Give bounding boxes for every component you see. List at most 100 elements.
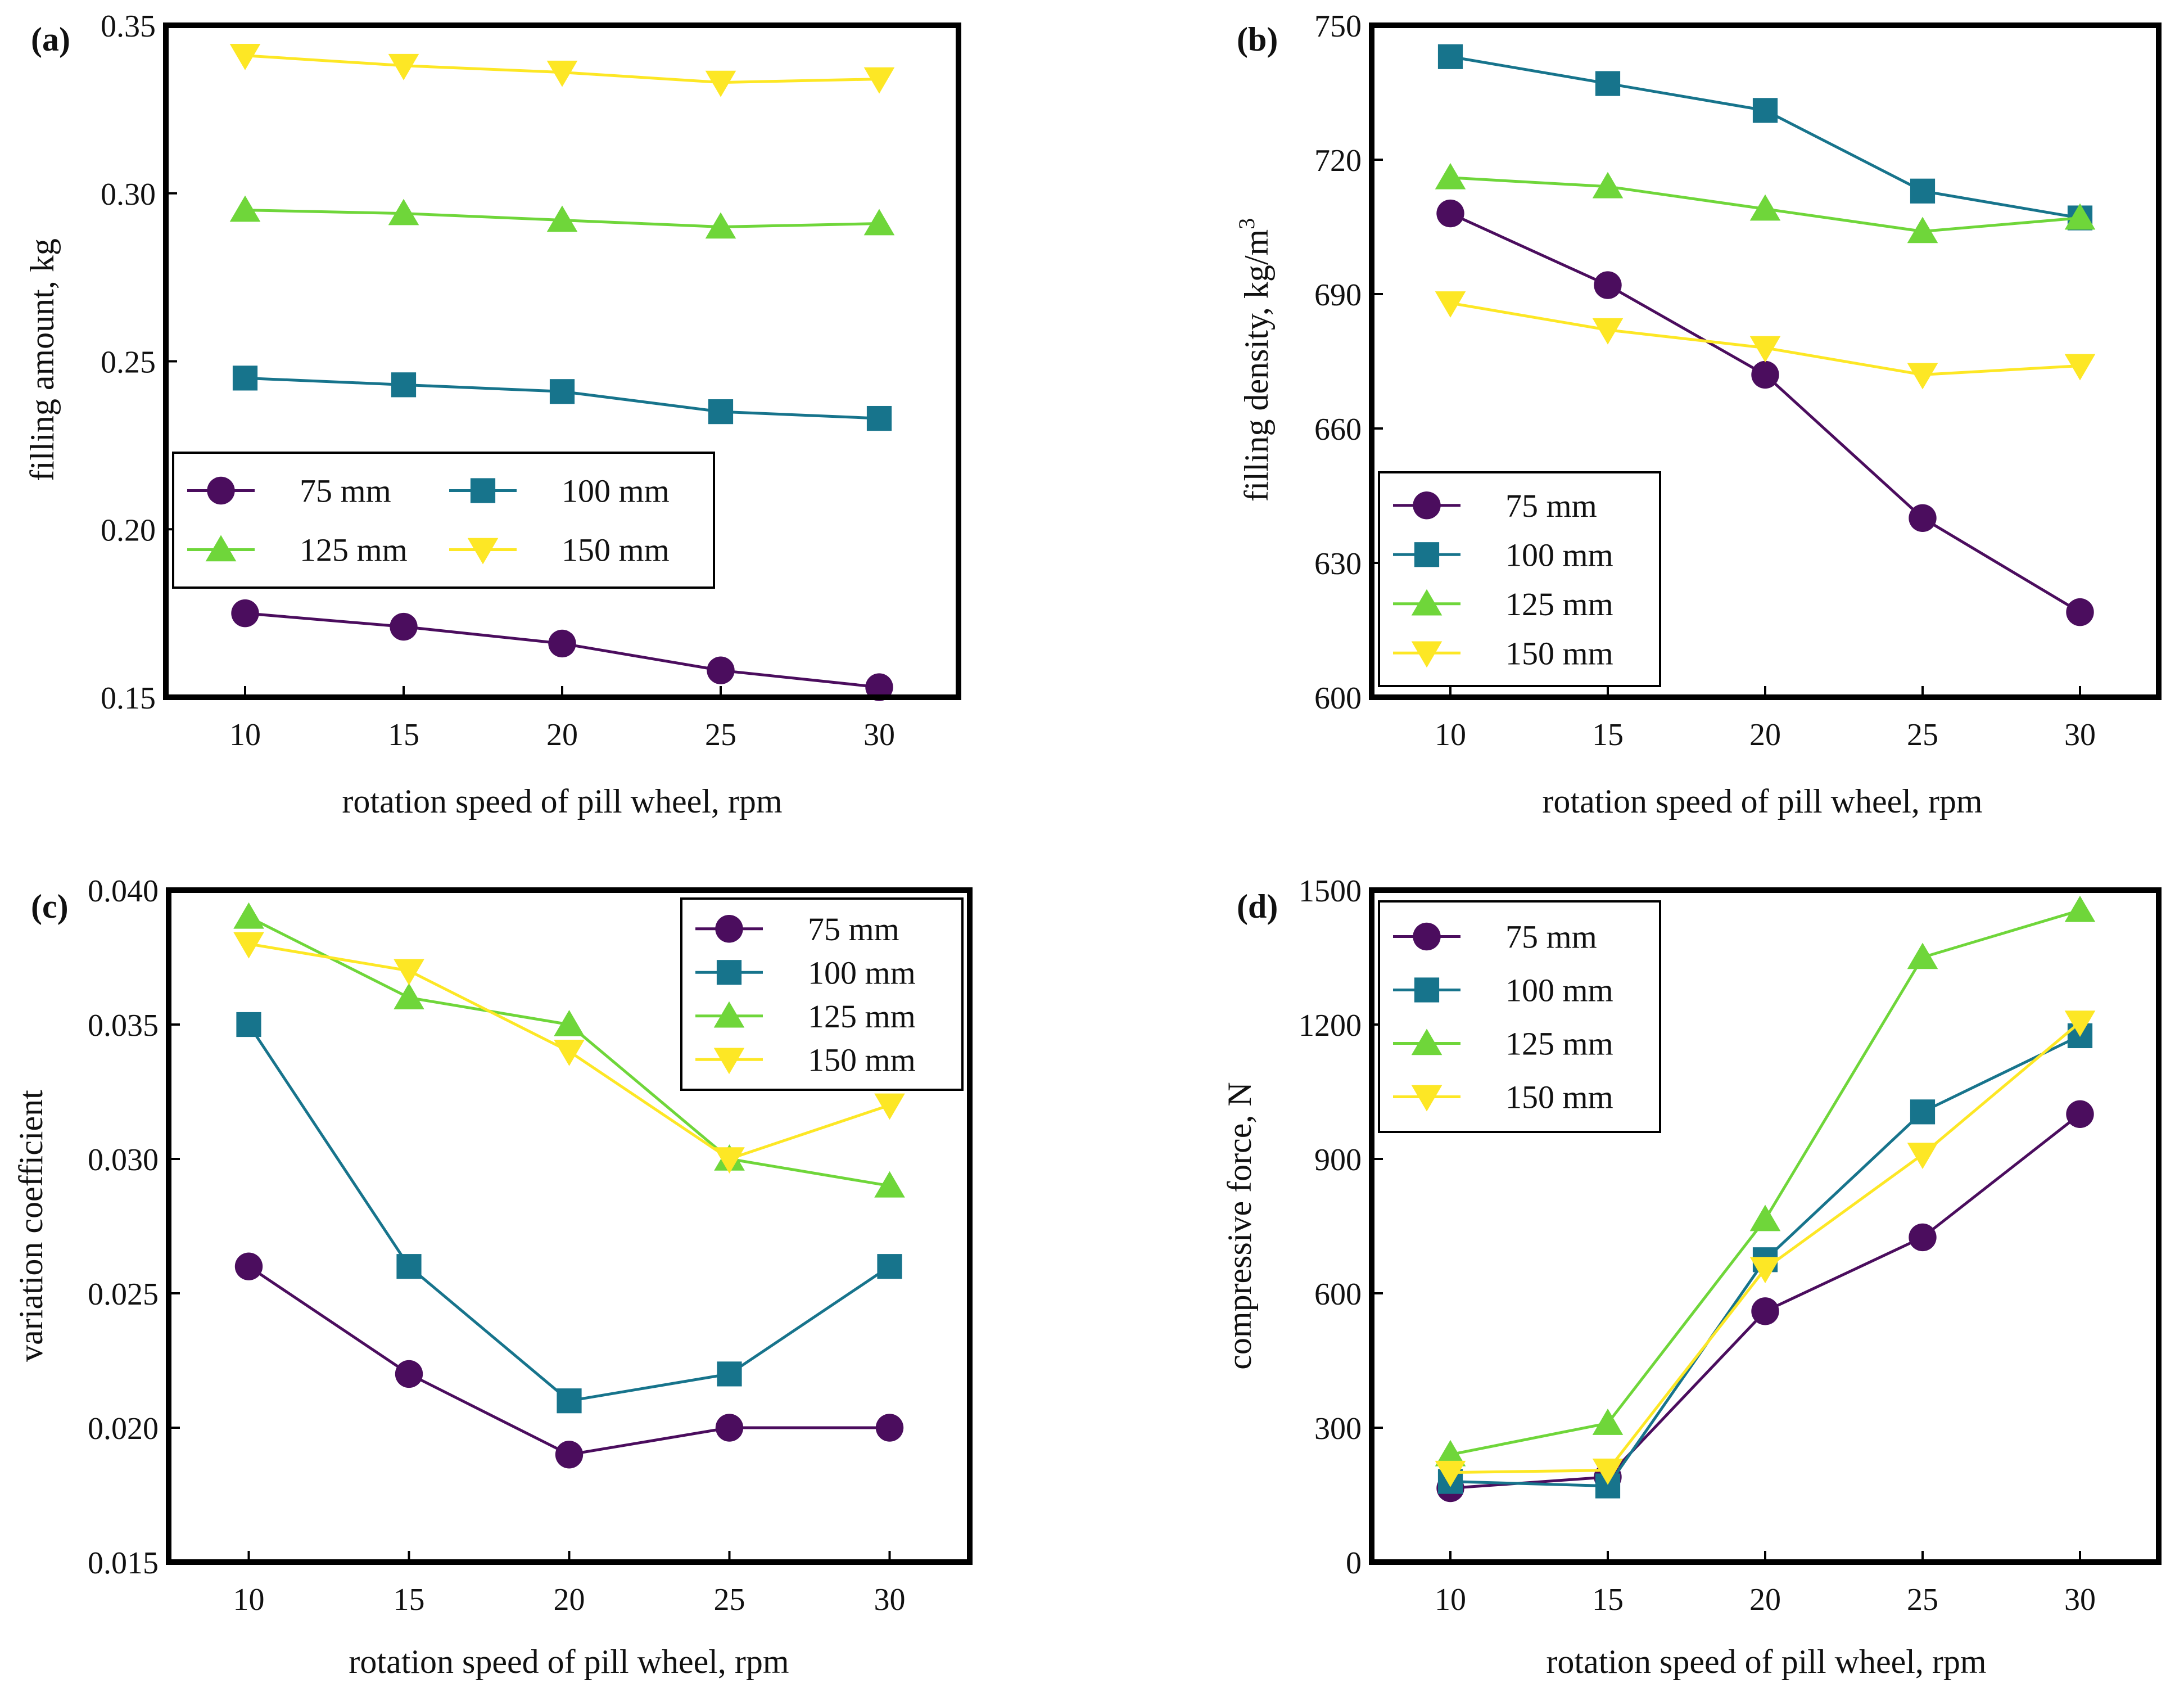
data-point: [557, 1388, 582, 1414]
y-tick-label: 660: [1314, 412, 1362, 447]
data-point: [865, 673, 893, 701]
x-tick-label: 15: [1592, 718, 1624, 752]
data-point: [548, 629, 576, 658]
y-axis-label: compressive force, N: [1221, 1082, 1258, 1369]
panel-label: (c): [31, 888, 69, 925]
y-tick-label: 0.035: [88, 1008, 159, 1043]
data-point: [234, 1252, 263, 1280]
legend-marker: [1411, 589, 1443, 616]
x-tick-label: 20: [546, 718, 578, 752]
data-point: [1592, 172, 1624, 198]
y-axis-label: filling amount, kg: [24, 238, 61, 481]
legend-item: 100 mm: [449, 473, 670, 509]
y-tick-label: 600: [1314, 681, 1362, 716]
data-point: [717, 1361, 742, 1387]
data-point: [231, 599, 259, 628]
data-point: [874, 1171, 905, 1198]
legend-box: [172, 452, 715, 589]
y-tick-label: 1500: [1299, 874, 1362, 909]
legend-item: 75 mm: [187, 473, 391, 509]
data-point: [863, 67, 895, 94]
data-point: [1592, 1409, 1624, 1435]
plot-frame: [1369, 887, 2162, 1565]
data-point: [2066, 598, 2094, 626]
x-tick-label: 30: [863, 718, 895, 752]
y-tick-label: 0.040: [88, 874, 159, 909]
data-point: [546, 205, 578, 232]
data-point: [236, 1012, 261, 1037]
y-axis-label: variation coefficient: [12, 1090, 49, 1362]
y-tick-label: 300: [1314, 1411, 1362, 1446]
legend: 75 mm 100 mm 125 mm 150 mm: [680, 897, 964, 1091]
y-tick-label: 0.025: [88, 1277, 159, 1312]
x-axis-label: rotation speed of pill wheel, rpm: [349, 1643, 789, 1680]
y-tick-label: 0.15: [101, 681, 156, 716]
legend-label: 75 mm: [300, 473, 391, 509]
x-tick-label: 10: [233, 1582, 265, 1617]
data-point: [554, 1010, 585, 1036]
legend-item: 100 mm: [1393, 972, 1613, 1009]
data-point: [1751, 1297, 1779, 1325]
data-point: [555, 1441, 584, 1469]
y-tick-label: 690: [1314, 278, 1362, 313]
legend-label: 150 mm: [1505, 635, 1613, 671]
x-tick-label: 25: [705, 718, 736, 752]
data-point: [705, 212, 736, 239]
x-tick-label: 10: [1435, 718, 1466, 752]
legend-label: 75 mm: [1505, 488, 1597, 524]
data-point: [1435, 291, 1466, 318]
legend-marker: [1414, 542, 1440, 567]
data-point: [863, 209, 895, 236]
legend-marker: [1414, 977, 1440, 1003]
legend-label: 150 mm: [562, 532, 670, 568]
y-tick-label: 0.030: [88, 1143, 159, 1177]
data-point: [2064, 203, 2096, 230]
data-point: [707, 656, 735, 684]
legend-item: 150 mm: [1393, 635, 1613, 671]
data-point: [229, 43, 261, 70]
panel-d: 10 15 20 25 30030060090012001500(d)rotation …: [1221, 874, 2162, 1680]
y-axis-label: filling density, kg/m3: [1234, 218, 1275, 502]
y-tick-label: 750: [1314, 9, 1362, 44]
data-point: [708, 399, 734, 425]
panel-a: 10 15 20 25 30 0.15 0.20 0.25 0.30 0.35 (a) rotatio…: [24, 9, 961, 820]
y-tick-label: 900: [1314, 1143, 1362, 1177]
data-point: [2064, 354, 2096, 381]
y-tick-label: 630: [1314, 547, 1362, 581]
data-point: [1907, 1143, 1938, 1170]
legend-label: 125 mm: [1505, 1026, 1613, 1062]
data-point: [2064, 895, 2096, 922]
plot-frame: [163, 22, 961, 700]
data-point: [390, 612, 418, 641]
data-point: [1751, 360, 1779, 389]
data-point: [2066, 1100, 2094, 1129]
legend: 75 mm 100 mm 125 mm 150 mm: [1378, 471, 1661, 687]
legend-label: 100 mm: [808, 954, 916, 991]
legend-marker: [207, 476, 235, 505]
legend-label: 100 mm: [1505, 536, 1613, 573]
y-tick-label: 0: [1346, 1546, 1362, 1581]
data-point: [1749, 336, 1781, 363]
x-tick-label: 15: [394, 1582, 425, 1617]
legend-label: 100 mm: [562, 473, 670, 509]
plot-frame: [1369, 22, 2162, 700]
y-tick-label: 0.25: [101, 345, 156, 380]
legend-marker: [467, 538, 499, 565]
data-point: [1907, 216, 1938, 243]
legend-item: 125 mm: [1393, 586, 1613, 622]
legend-label: 75 mm: [1505, 919, 1597, 955]
data-point: [391, 372, 417, 398]
data-point: [1907, 363, 1938, 390]
legend-item: 100 mm: [1393, 536, 1613, 573]
y-tick-label: 1200: [1299, 1008, 1362, 1043]
legend-label: 75 mm: [808, 911, 899, 947]
x-tick-label: 20: [554, 1582, 585, 1617]
legend-marker: [1411, 1085, 1443, 1112]
legend-marker: [715, 915, 743, 943]
x-tick-label: 30: [2064, 718, 2096, 752]
series-line-75mm: [248, 1265, 890, 1456]
data-point: [554, 1040, 585, 1066]
data-point: [1749, 194, 1781, 221]
data-point: [1910, 1099, 1936, 1125]
panel-b: 10 15 20 25 30 600 630 660 690 720 750 (b) rotation …: [1234, 9, 2162, 820]
